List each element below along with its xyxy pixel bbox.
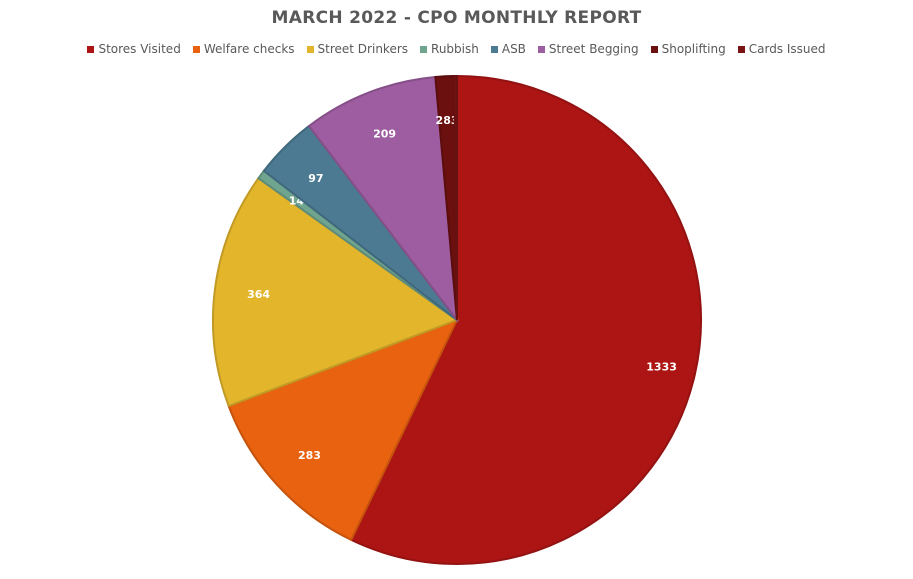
chart-legend: Stores Visited Welfare checks Street Drink… bbox=[0, 42, 913, 56]
legend-item: Stores Visited bbox=[87, 42, 181, 56]
legend-swatch bbox=[650, 45, 658, 53]
legend-item: Welfare checks bbox=[192, 42, 295, 56]
legend-item: Cards Issued bbox=[737, 42, 826, 56]
legend-swatch bbox=[537, 45, 545, 53]
pie-slice bbox=[453, 74, 458, 321]
data-label: 209 bbox=[373, 127, 396, 140]
data-label: 1333 bbox=[646, 361, 677, 374]
data-label: 364 bbox=[247, 288, 270, 301]
legend-item: Shoplifting bbox=[650, 42, 726, 56]
legend-label: Shoplifting bbox=[661, 42, 726, 56]
legend-label: Cards Issued bbox=[748, 42, 826, 56]
legend-label: Street Drinkers bbox=[317, 42, 409, 56]
legend-swatch bbox=[192, 45, 200, 53]
data-label: 283 bbox=[298, 449, 321, 462]
legend-item: Rubbish bbox=[420, 42, 479, 56]
legend-item: Street Begging bbox=[537, 42, 639, 56]
legend-label: Rubbish bbox=[431, 42, 479, 56]
legend-item: Street Drinkers bbox=[306, 42, 409, 56]
legend-label: Welfare checks bbox=[203, 42, 295, 56]
pie-slice bbox=[227, 318, 459, 542]
pie-slice bbox=[349, 74, 702, 565]
legend-label: Street Begging bbox=[548, 42, 639, 56]
chart-title: MARCH 2022 - CPO MONTHLY REPORT bbox=[271, 8, 642, 28]
legend-swatch bbox=[306, 45, 314, 53]
legend-swatch bbox=[87, 45, 95, 53]
pie-slice bbox=[307, 75, 459, 324]
pie-slice bbox=[212, 176, 460, 408]
legend-swatch bbox=[420, 45, 428, 53]
legend-swatch bbox=[737, 45, 745, 53]
data-label: 97 bbox=[308, 172, 323, 185]
legend-label: ASB bbox=[501, 42, 526, 56]
data-label: 283 bbox=[436, 114, 459, 127]
legend-swatch bbox=[490, 45, 498, 53]
legend-item: ASB bbox=[490, 42, 526, 56]
legend-label: Stores Visited bbox=[98, 42, 181, 56]
